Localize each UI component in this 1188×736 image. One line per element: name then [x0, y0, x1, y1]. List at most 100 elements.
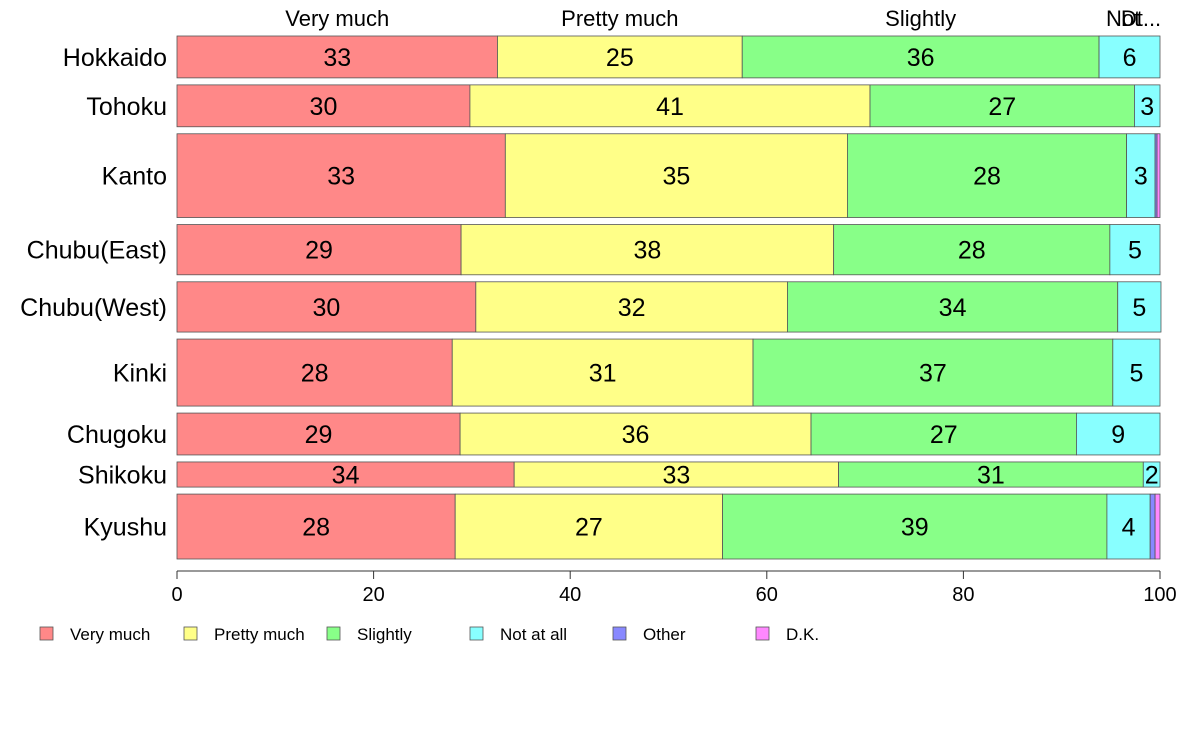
- legend-item: Very much: [39, 625, 150, 644]
- segment-value-label: 32: [618, 294, 646, 322]
- bar-segment: [460, 224, 835, 276]
- region-labels: Hokkaido Tohoku Kanto Chubu(East) Chubu(West…: [20, 44, 167, 542]
- bar-segment: [459, 412, 812, 456]
- top-category-label: Dt...: [1121, 6, 1161, 31]
- legend-label: Slightly: [357, 625, 412, 644]
- segment-value-label: 29: [305, 237, 333, 265]
- x-tick-label: 60: [756, 584, 778, 606]
- bar-segment: [176, 493, 456, 560]
- segment-value-label: 37: [919, 360, 947, 388]
- region-label: Hokkaido: [63, 44, 167, 72]
- bar-row-kanto: 33 35 28 3: [176, 133, 1161, 218]
- bar-segment: [1156, 133, 1161, 218]
- legend-item: Pretty much: [183, 625, 305, 644]
- segment-value-label: 30: [313, 294, 341, 322]
- legend-item: Not at all: [469, 625, 567, 644]
- bar-row-shikoku: 34 33 31 2: [176, 461, 1161, 490]
- bar-segment: [1112, 338, 1161, 407]
- region-label: Tohoku: [86, 93, 167, 121]
- legend-swatch: [183, 626, 198, 641]
- bars: 33 25 36 630 41 27 333 35 28 329 38 28 530 32 34 528 31 3…: [176, 35, 1162, 560]
- segment-value-label: 5: [1129, 360, 1143, 388]
- segment-value-label: 33: [662, 462, 690, 490]
- x-tick-label: 20: [362, 584, 384, 606]
- segment-value-label: 25: [606, 44, 634, 72]
- segment-value-label: 38: [633, 237, 661, 265]
- segment-value-label: 9: [1111, 421, 1125, 449]
- x-axis: 0 20 40 60 80 100: [171, 570, 1177, 606]
- legend-label: Pretty much: [214, 625, 305, 644]
- legend-label: Very much: [70, 625, 150, 644]
- segment-value-label: 34: [332, 462, 360, 490]
- segment-value-label: 36: [622, 421, 650, 449]
- bar-row-kinki: 28 31 37 5: [176, 338, 1161, 407]
- bar-segment: [833, 224, 1111, 276]
- legend-label: Other: [643, 625, 686, 644]
- bar-row-chubu-east-: 29 38 28 5: [176, 224, 1161, 276]
- bar-segment: [752, 338, 1114, 407]
- bar-row-kyushu: 28 27 39 4: [176, 493, 1161, 560]
- bar-segment: [176, 133, 506, 218]
- segment-value-label: 31: [589, 360, 617, 388]
- bar-segment: [838, 461, 1144, 488]
- segment-value-label: 28: [301, 360, 329, 388]
- segment-value-label: 3: [1140, 93, 1154, 121]
- bar-segment: [722, 493, 1108, 560]
- region-label: Chubu(West): [20, 294, 167, 322]
- segment-value-label: 34: [939, 294, 967, 322]
- segment-value-label: 5: [1132, 294, 1146, 322]
- segment-value-label: 27: [988, 93, 1016, 121]
- region-label: Shikoku: [78, 462, 167, 490]
- bar-segment: [451, 338, 754, 407]
- segment-value-label: 27: [930, 421, 958, 449]
- segment-value-label: 31: [977, 462, 1005, 490]
- bar-segment: [475, 281, 788, 333]
- bar-segment: [1098, 35, 1161, 79]
- top-category-label: Very much: [285, 6, 389, 31]
- segment-value-label: 30: [310, 93, 338, 121]
- bar-segment: [1126, 133, 1156, 218]
- segment-value-label: 33: [323, 44, 351, 72]
- segment-value-label: 3: [1134, 163, 1148, 191]
- region-label: Kanto: [102, 163, 167, 191]
- bar-segment: [869, 84, 1135, 128]
- bar-segment: [469, 84, 871, 128]
- segment-value-label: 5: [1128, 237, 1142, 265]
- legend-swatch: [39, 626, 54, 641]
- bar-segment: [1134, 84, 1161, 128]
- bar-segment: [787, 281, 1119, 333]
- segment-value-label: 28: [973, 163, 1001, 191]
- bar-row-hokkaido: 33 25 36 6: [176, 35, 1161, 79]
- legend-label: D.K.: [786, 625, 819, 644]
- legend-swatch: [469, 626, 484, 641]
- segment-value-label: 29: [305, 421, 333, 449]
- bar-segment: [176, 84, 471, 128]
- bar-row-chubu-west-: 30 32 34 5: [176, 281, 1162, 333]
- bar-row-tohoku: 30 41 27 3: [176, 84, 1161, 128]
- bar-segment: [741, 35, 1100, 79]
- bar-segment: [1109, 224, 1161, 276]
- bar-segment: [1149, 493, 1156, 560]
- bar-segment: [176, 461, 515, 488]
- bar-segment: [497, 35, 743, 79]
- segment-value-label: 28: [302, 514, 330, 542]
- bar-segment: [454, 493, 723, 560]
- region-label: Kyushu: [84, 514, 167, 542]
- bar-segment: [810, 412, 1077, 456]
- segment-value-label: 4: [1122, 514, 1136, 542]
- segment-value-label: 35: [662, 163, 690, 191]
- top-category-label: Slightly: [885, 6, 956, 31]
- x-tick-label: 100: [1143, 584, 1176, 606]
- top-category-label: Not: [1106, 6, 1140, 31]
- legend-item: D.K.: [755, 625, 819, 644]
- bar-row-chugoku: 29 36 27 9: [176, 412, 1161, 456]
- bar-segment: [176, 281, 477, 333]
- legend: Very much Pretty much Slightly Not at all Ot…: [39, 625, 819, 644]
- region-label: Kinki: [113, 360, 167, 388]
- x-tick-label: 0: [171, 584, 182, 606]
- bar-segment: [1117, 281, 1162, 333]
- segment-value-label: 41: [656, 93, 684, 121]
- top-category-label: Pretty much: [561, 6, 678, 31]
- bar-segment: [504, 133, 848, 218]
- bar-segment: [176, 412, 461, 456]
